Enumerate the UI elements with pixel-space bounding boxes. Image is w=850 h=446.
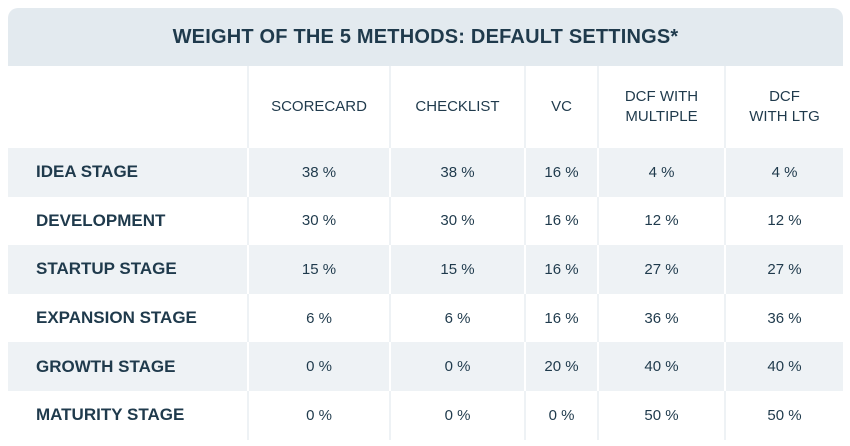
column-header-line: DCF [769, 88, 800, 105]
column-header-line: CHECKLIST [415, 98, 500, 115]
row-label: EXPANSION STAGE [8, 293, 248, 343]
weight-cell: 30 % [389, 196, 525, 246]
weight-cell: 6 % [389, 293, 525, 343]
header-corner [8, 66, 248, 148]
weight-cell: 50 % [597, 390, 725, 440]
weight-cell: 16 % [524, 293, 598, 343]
table-row: DEVELOPMENT 30 % 30 % 16 % 12 % 12 % [8, 196, 843, 246]
weight-cell: 4 % [724, 148, 843, 197]
column-header-line: SCORECARD [271, 98, 367, 115]
column-header-line: WITH LTG [749, 108, 820, 125]
weight-cell: 36 % [724, 293, 843, 343]
weight-cell: 12 % [724, 196, 843, 246]
row-label: IDEA STAGE [8, 148, 248, 197]
column-header: VC [524, 66, 598, 148]
column-header: SCORECARD [247, 66, 390, 148]
row-label: MATURITY STAGE [8, 390, 248, 440]
weight-cell: 0 % [247, 342, 390, 391]
weight-cell: 16 % [524, 148, 598, 197]
column-header-line: VC [551, 98, 572, 115]
weight-cell: 4 % [597, 148, 725, 197]
weight-cell: 40 % [724, 342, 843, 391]
weight-cell: 15 % [247, 245, 390, 294]
weight-cell: 0 % [389, 342, 525, 391]
weight-cell: 36 % [597, 293, 725, 343]
header-row: SCORECARD CHECKLIST VC DCF WITH MULTIPLE DCF W… [8, 66, 843, 148]
weights-table: SCORECARD CHECKLIST VC DCF WITH MULTIPLE DCF W… [8, 66, 843, 440]
weight-cell: 38 % [247, 148, 390, 197]
weight-cell: 0 % [524, 390, 598, 440]
weights-card: WEIGHT OF THE 5 METHODS: DEFAULT SETTING… [8, 8, 843, 440]
weight-cell: 50 % [724, 390, 843, 440]
table-row: EXPANSION STAGE 6 % 6 % 16 % 36 % 36 % [8, 293, 843, 343]
weight-cell: 38 % [389, 148, 525, 197]
weight-cell: 0 % [389, 390, 525, 440]
weight-cell: 20 % [524, 342, 598, 391]
weight-cell: 40 % [597, 342, 725, 391]
table-title: WEIGHT OF THE 5 METHODS: DEFAULT SETTING… [8, 8, 843, 66]
weight-cell: 27 % [597, 245, 725, 294]
weight-cell: 12 % [597, 196, 725, 246]
weight-cell: 16 % [524, 196, 598, 246]
column-header: DCF WITH MULTIPLE [597, 66, 725, 148]
row-label: DEVELOPMENT [8, 196, 248, 246]
table-body: IDEA STAGE 38 % 38 % 16 % 4 % 4 % DEVELOPMENT 3… [8, 148, 843, 440]
column-header: DCF WITH LTG [724, 66, 843, 148]
table-row: IDEA STAGE 38 % 38 % 16 % 4 % 4 % [8, 148, 843, 197]
table-row: GROWTH STAGE 0 % 0 % 20 % 40 % 40 % [8, 342, 843, 391]
weight-cell: 27 % [724, 245, 843, 294]
table-row: MATURITY STAGE 0 % 0 % 0 % 50 % 50 % [8, 390, 843, 440]
table-row: STARTUP STAGE 15 % 15 % 16 % 27 % 27 % [8, 245, 843, 294]
column-header-line: DCF WITH [624, 88, 699, 105]
weight-cell: 30 % [247, 196, 390, 246]
row-label: STARTUP STAGE [8, 245, 248, 294]
row-label: GROWTH STAGE [8, 342, 248, 391]
weight-cell: 6 % [247, 293, 390, 343]
weight-cell: 0 % [247, 390, 390, 440]
column-header: CHECKLIST [389, 66, 525, 148]
weight-cell: 16 % [524, 245, 598, 294]
weight-cell: 15 % [389, 245, 525, 294]
column-header-line: MULTIPLE [625, 108, 698, 125]
